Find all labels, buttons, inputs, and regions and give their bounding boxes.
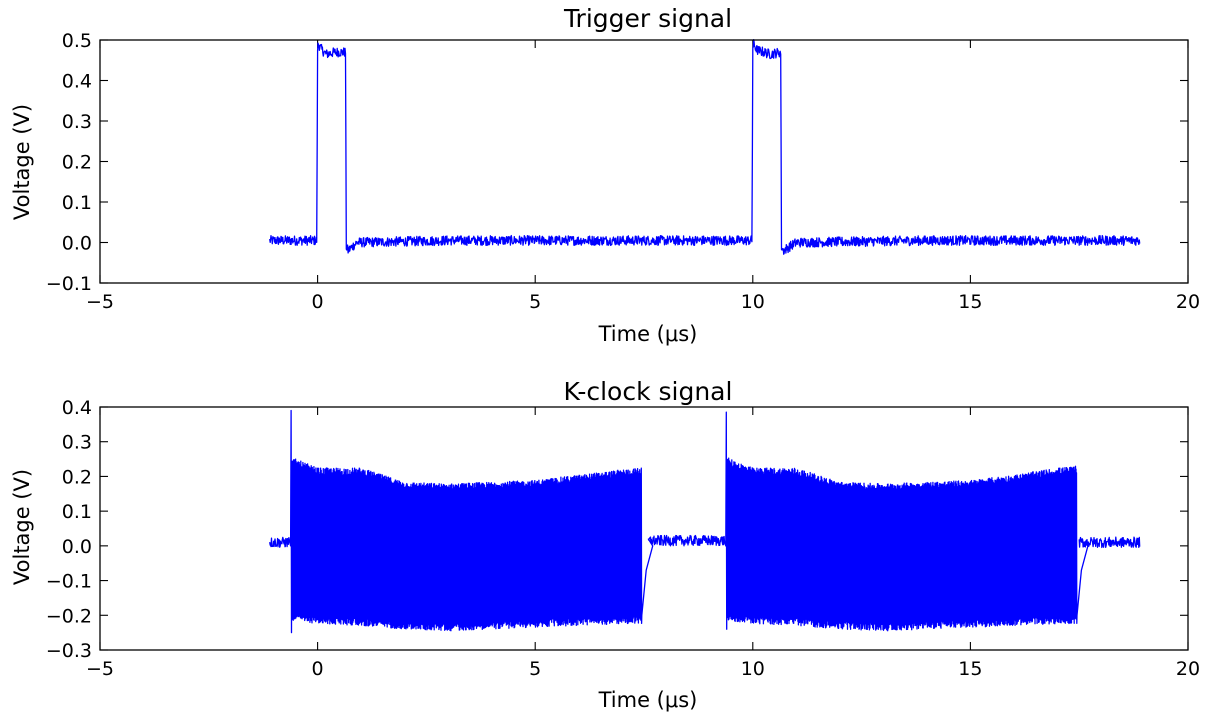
x-tick-label: 20 <box>1176 291 1200 313</box>
y-tick-label: 0.2 <box>62 466 92 488</box>
signal-trace <box>269 409 1141 634</box>
y-tick-label: 0.5 <box>62 30 92 52</box>
x-tick-label: 20 <box>1176 658 1200 680</box>
x-tick-label: 15 <box>958 291 982 313</box>
x-tick-label: 15 <box>958 658 982 680</box>
x-axis-label: Time (μs) <box>598 322 698 346</box>
y-axis-label: Voltage (V) <box>10 104 34 220</box>
y-tick-label: −0.2 <box>46 605 92 627</box>
plot-area <box>269 38 1141 255</box>
axis-ticks: −5 0 5 10 15 20 −0.3 −0.2 −0.1 0.0 0.1 0.2 0.3 0.4 <box>46 397 1200 680</box>
axis-ticks: −5 0 5 10 15 20 −0.1 0.0 0.1 0.2 0.3 0.4 0.5 <box>46 30 1200 313</box>
y-tick-label: 0.3 <box>62 432 92 454</box>
y-tick-label: 0.3 <box>62 111 92 133</box>
y-tick-label: 0.0 <box>62 536 92 558</box>
y-tick-label: 0.0 <box>62 233 92 255</box>
plot-area <box>269 409 1141 634</box>
x-tick-label: 5 <box>529 658 541 680</box>
chart-title: Trigger signal <box>563 4 732 33</box>
y-tick-label: 0.4 <box>62 71 92 93</box>
y-tick-label: 0.4 <box>62 397 92 419</box>
y-tick-label: −0.3 <box>46 640 92 662</box>
k-clock-signal-panel: K-clock signal Time (μs) Voltage (V) −5 0… <box>10 377 1200 712</box>
x-tick-label: 10 <box>741 658 765 680</box>
trigger-signal-panel: Trigger signal Time (μs) Voltage (V) −5 0… <box>10 4 1200 346</box>
x-tick-label: −5 <box>86 291 114 313</box>
axes-frame <box>99 39 1189 284</box>
y-tick-label: 0.2 <box>62 152 92 174</box>
y-tick-label: 0.1 <box>62 501 92 523</box>
x-tick-label: −5 <box>86 658 114 680</box>
y-tick-label: −0.1 <box>46 273 92 295</box>
x-tick-label: 10 <box>741 291 765 313</box>
x-tick-label: 0 <box>312 291 324 313</box>
y-tick-label: 0.1 <box>62 192 92 214</box>
axes-frame <box>99 406 1189 651</box>
signal-trace <box>269 38 1141 255</box>
y-axis-label: Voltage (V) <box>10 469 34 585</box>
y-tick-label: −0.1 <box>46 571 92 593</box>
x-tick-label: 5 <box>529 291 541 313</box>
x-axis-label: Time (μs) <box>598 688 698 712</box>
x-tick-label: 0 <box>312 658 324 680</box>
chart-title: K-clock signal <box>564 377 733 406</box>
